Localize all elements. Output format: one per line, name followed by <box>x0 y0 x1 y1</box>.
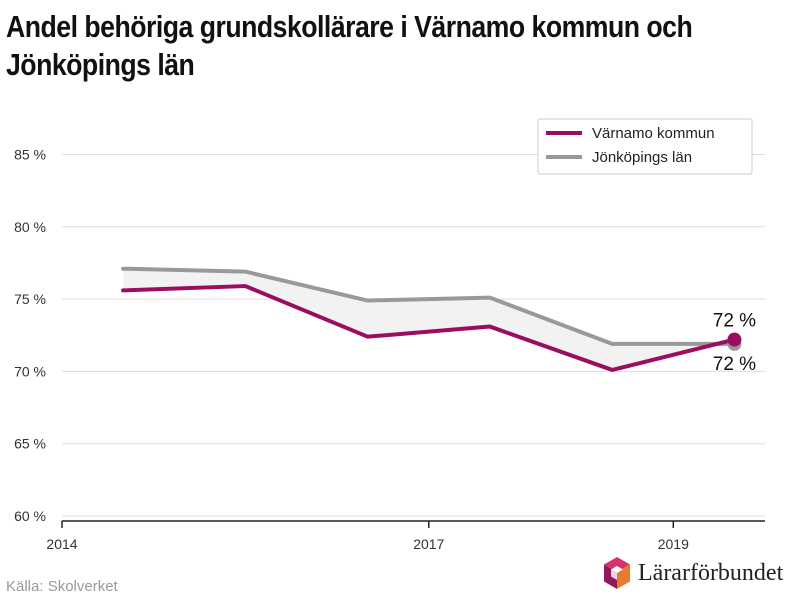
y-tick-label: 70 % <box>14 363 46 379</box>
end-label-varnamo: 72 % <box>713 311 756 332</box>
source-note: Källa: Skolverket <box>6 578 118 595</box>
series-line-jonkoping <box>121 266 737 346</box>
y-tick-label: 60 % <box>14 508 46 524</box>
y-tick-label: 65 % <box>14 436 46 452</box>
y-tick-label: 75 % <box>14 291 46 307</box>
brand-logo: Lärarförbundet <box>602 556 783 590</box>
y-tick-label: 85 % <box>14 146 46 162</box>
chart-title: Andel behöriga grundskollärare i Värnamo… <box>6 8 693 84</box>
end-point-varnamo <box>727 332 742 347</box>
brand-logo-icon <box>604 557 630 589</box>
legend-box <box>537 118 753 175</box>
brand-name: Lärarförbundet <box>638 559 784 586</box>
x-tick-label: 2017 <box>413 536 444 552</box>
legend-label-varnamo: Värnamo kommun <box>592 125 715 142</box>
chart-title-line-1: Andel behöriga grundskollärare i Värnamo… <box>6 9 693 44</box>
end-label-jonkoping: 72 % <box>713 354 756 375</box>
x-tick-label: 2019 <box>658 536 689 552</box>
x-tick-label: 2014 <box>46 536 77 552</box>
y-tick-label: 80 % <box>14 219 46 235</box>
series-line-varnamo <box>121 284 737 372</box>
chart-title-line-2: Jönköpings län <box>6 47 195 82</box>
legend-label-jonkoping: Jönköpings län <box>592 149 692 166</box>
series-gap-band <box>123 268 735 370</box>
